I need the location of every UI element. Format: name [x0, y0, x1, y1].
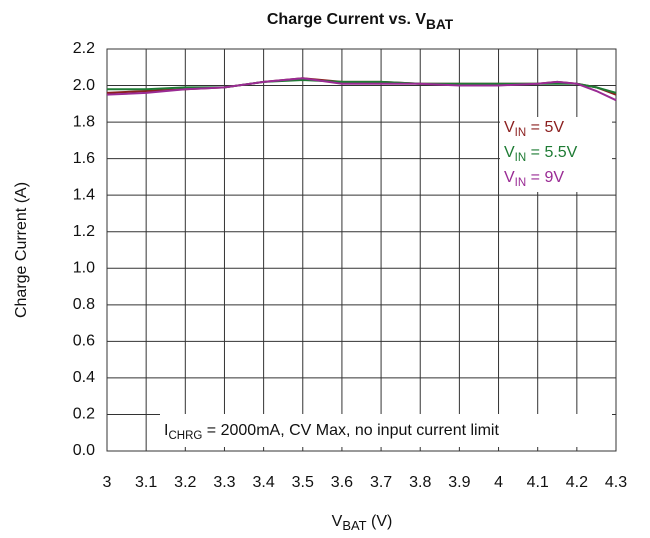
x-tick-label: 3.2: [174, 474, 196, 491]
legend-label: VIN = 5V: [504, 119, 564, 139]
x-tick-label: 4.1: [527, 474, 549, 491]
x-tick-label: 3.8: [409, 474, 431, 491]
y-tick-label: 1.8: [73, 113, 95, 130]
x-tick-label: 4.3: [605, 474, 627, 491]
plot-area: [106, 48, 617, 452]
x-tick-label: 3.5: [292, 474, 314, 491]
y-tick-label: 0.2: [73, 406, 95, 423]
legend-background: [500, 117, 612, 192]
y-tick-label: 2.2: [73, 40, 95, 57]
y-tick-label: 1.6: [73, 150, 95, 167]
x-tick-label: 3.9: [448, 474, 470, 491]
chart-title: Charge Current vs. VBAT: [267, 11, 454, 31]
legend-label: VIN = 9V: [504, 169, 564, 189]
y-axis-label: Charge Current (A): [13, 182, 30, 318]
x-tick-label: 3.6: [331, 474, 353, 491]
y-tick-label: 0.4: [73, 369, 95, 386]
x-tick-label: 4: [494, 474, 503, 491]
x-tick-label: 4.2: [566, 474, 588, 491]
x-tick-label: 3.4: [252, 474, 274, 491]
y-tick-label: 2.0: [73, 77, 95, 94]
x-tick-label: 3.3: [213, 474, 235, 491]
annotation: ICHRG = 2000mA, CV Max, no input current…: [164, 422, 499, 442]
legend-label: VIN = 5.5V: [504, 144, 578, 164]
x-tick-label: 3.1: [135, 474, 157, 491]
y-tick-label: 1.0: [73, 259, 95, 276]
y-tick-label: 0.6: [73, 333, 95, 350]
y-tick-label: 0.8: [73, 296, 95, 313]
y-tick-label: 1.2: [73, 223, 95, 240]
series-line: [106, 77, 617, 102]
y-tick-label: 0.0: [73, 442, 95, 459]
y-tick-label: 1.4: [73, 186, 95, 203]
x-tick-label: 3.7: [370, 474, 392, 491]
x-axis-label: VBAT (V): [332, 513, 393, 533]
annotation-background: [160, 414, 612, 447]
x-tick-label: 3: [103, 474, 112, 491]
